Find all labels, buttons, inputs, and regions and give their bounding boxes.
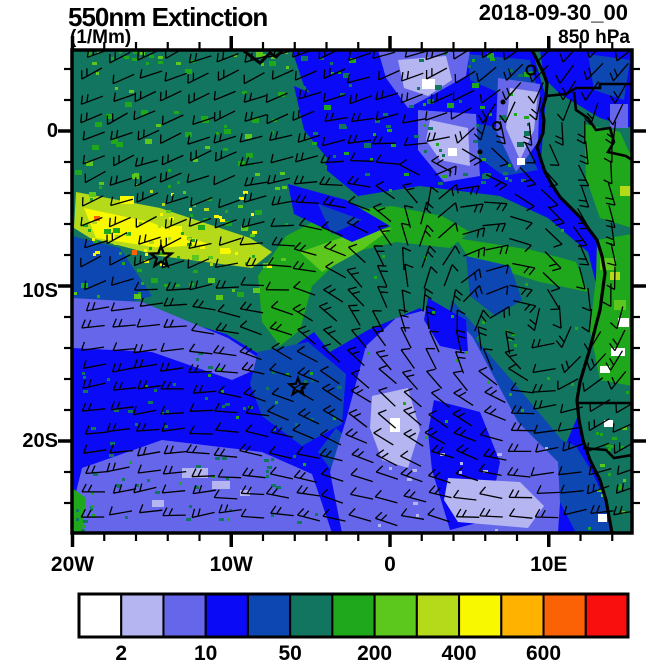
colorbar-cell	[500, 593, 545, 638]
x-tick-label: 20W	[50, 553, 95, 576]
island-dot	[477, 149, 483, 155]
coastline	[530, 50, 614, 533]
colorbar-cell	[204, 593, 249, 638]
colorbar-tick-label: 600	[526, 642, 562, 665]
colorbar-cell	[78, 593, 123, 638]
extinction-field	[72, 50, 632, 533]
colorbar-cell	[415, 593, 461, 638]
x-tick-label: 0	[384, 553, 396, 576]
island-dot	[500, 99, 506, 105]
star-marker	[286, 374, 310, 397]
colorbar-cell	[162, 593, 207, 638]
y-tick-label: 0	[46, 120, 58, 142]
colorbar-cell	[584, 593, 629, 638]
x-tick-label: 10W	[209, 553, 253, 576]
y-tick-label: 20S	[22, 430, 58, 452]
colorbar-tick-label: 400	[441, 642, 477, 665]
colorbar-cell	[373, 593, 418, 638]
colorbar-cell	[458, 593, 503, 638]
star-marker	[147, 242, 175, 269]
colorbar-cell	[289, 593, 334, 638]
colorbar-cell	[120, 593, 165, 638]
colorbar-tick-label: 10	[194, 642, 218, 665]
colorbar-tick-label: 50	[278, 642, 302, 665]
colorbar-tick-label: 2	[115, 642, 128, 665]
island-ring	[525, 64, 537, 76]
colorbar	[77, 592, 630, 639]
y-tick-label: 10S	[22, 280, 58, 302]
colorbar-cell	[246, 593, 292, 638]
valid-time-label: 2018-09-30_00	[478, 0, 628, 25]
colorbar-tick-label: 200	[357, 642, 393, 665]
map-frame	[70, 48, 634, 535]
axis-ticks	[58, 36, 646, 547]
wind-barbs	[80, 50, 632, 527]
colorbar-cell	[542, 593, 587, 638]
x-tick-label: 10E	[530, 553, 568, 576]
units-label: (1/Mm)	[70, 27, 132, 48]
plot-title: 550nm Extinction	[68, 2, 268, 32]
colorbar-cell	[331, 593, 376, 638]
